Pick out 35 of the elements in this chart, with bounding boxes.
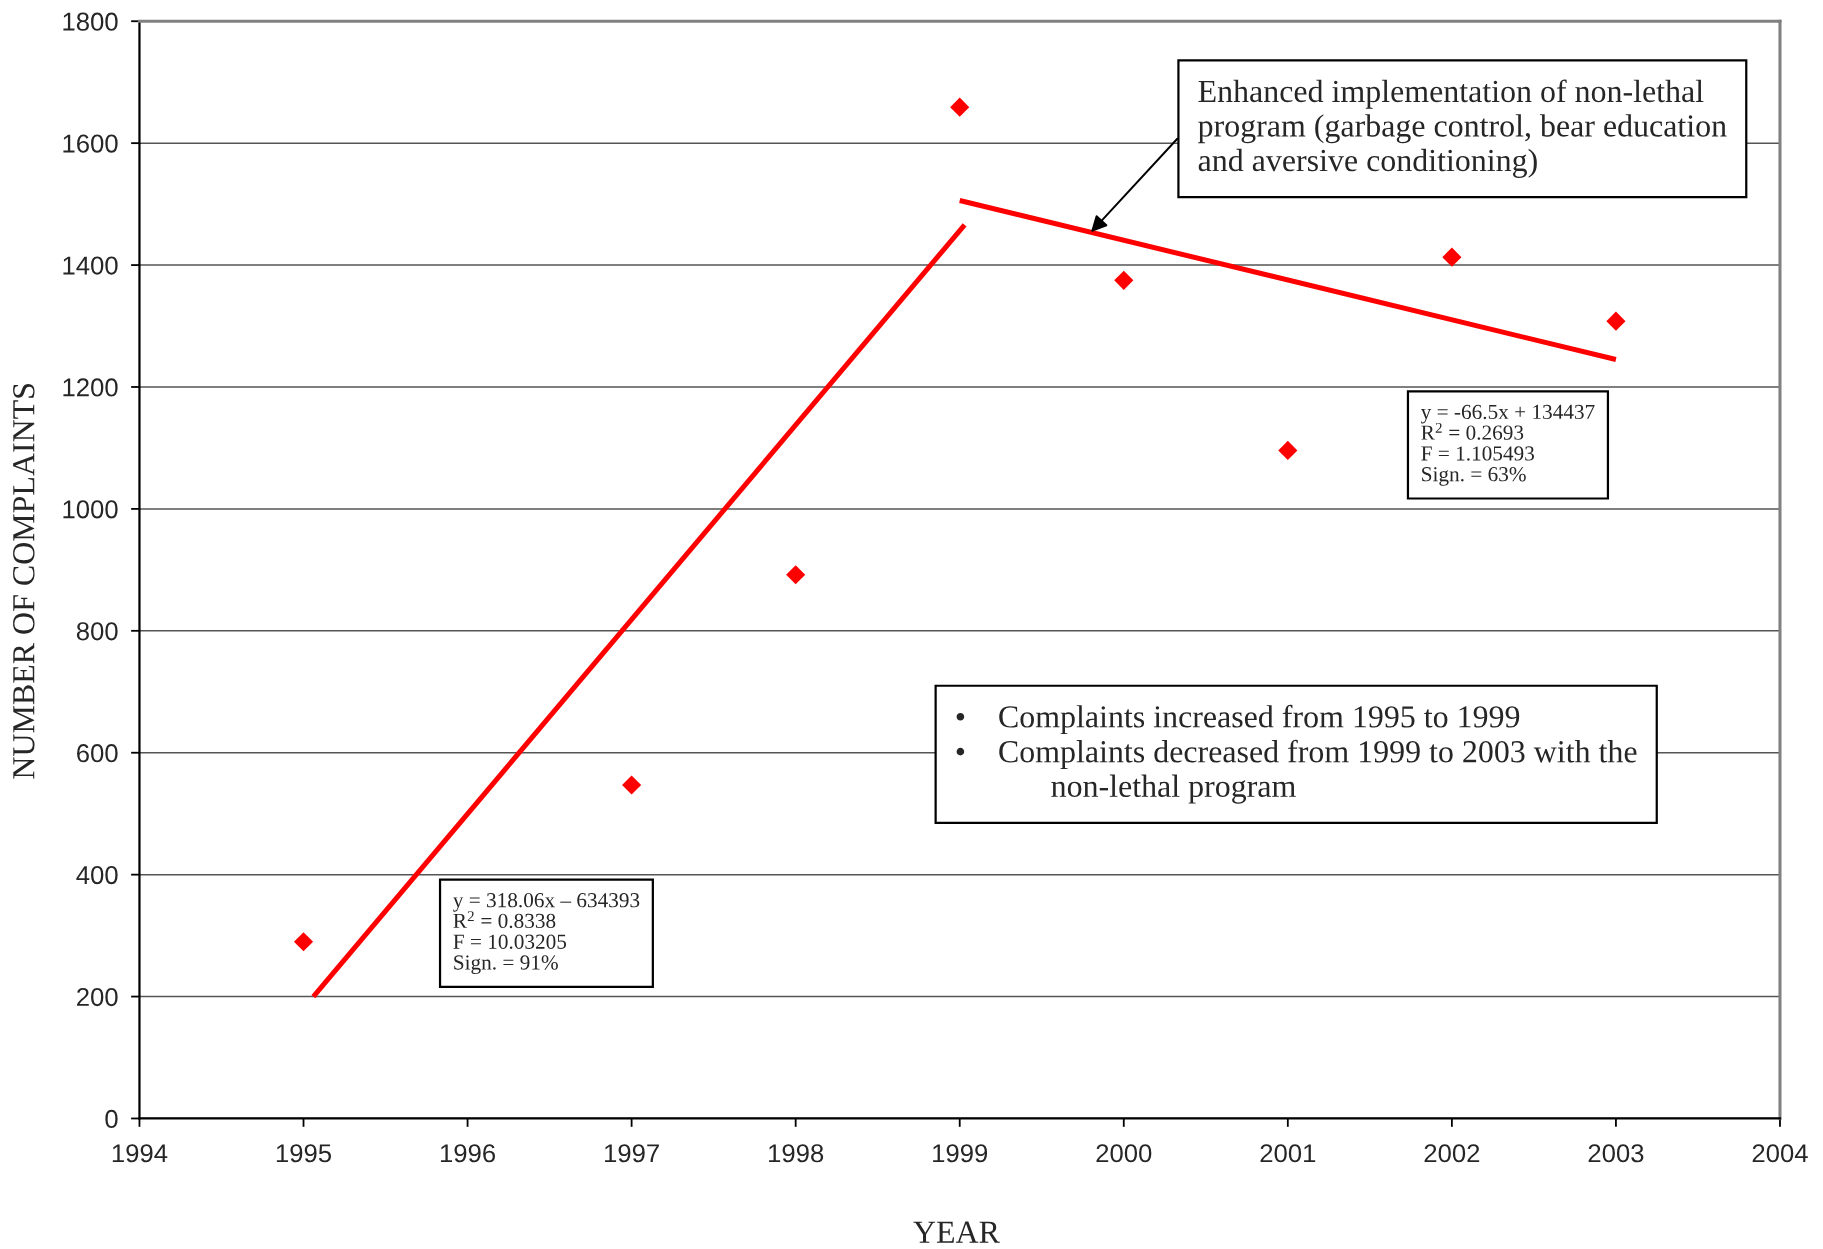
y-tick-label: 1400 [63, 256, 118, 275]
point [1442, 247, 1462, 267]
y-axis-title: NUMBER OF COMPLAINTS [13, 384, 35, 779]
y-tick-label: 0 [105, 1109, 118, 1129]
y-tick-label: 600 [77, 744, 118, 763]
point [1606, 311, 1626, 331]
x-tick-label: 2002 [1424, 1144, 1480, 1163]
y-tick-label: 400 [76, 866, 118, 885]
x-tick-label: 2004 [1752, 1144, 1808, 1163]
annotation: • Complaints increased from 1995 to 1999 • Complaints decreased from 1999 to 2003 with the non-lethal program [956, 704, 1637, 804]
point [786, 565, 806, 585]
y-tick-label: 1800 [63, 12, 118, 31]
point [1278, 440, 1298, 460]
y-tick-label: 200 [77, 987, 118, 1007]
y-tick-label: 800 [76, 622, 118, 641]
x-tick-label: 1997 [605, 1144, 659, 1163]
x-tick-label: 1999 [933, 1144, 988, 1163]
y-tick-label: 1000 [63, 500, 118, 519]
point [622, 775, 642, 795]
x-tick-label: 1996 [440, 1144, 496, 1163]
point [950, 97, 970, 117]
y-tick-label: 1600 [63, 134, 118, 153]
x-tick-label: 1995 [276, 1144, 332, 1163]
x-tick-label: 2003 [1588, 1144, 1644, 1163]
point [293, 932, 314, 952]
y-tick-label: 1200 [63, 378, 118, 397]
x-tick-label: 2001 [1260, 1144, 1316, 1163]
annotation: y = 318.06x – 634393 R$^{2}$ = 0.8338 F = 10.03205 Sign. = 91% [453, 893, 640, 975]
x-tick-label: 1998 [769, 1144, 824, 1163]
x-tick-label: 1994 [112, 1144, 168, 1163]
x-tick-label: 2000 [1096, 1144, 1152, 1163]
annotation: y = -66.5x + 134437 R$^{2}$ = 0.2693 F = 1.105493 Sign. = 63% [1420, 404, 1595, 486]
x-axis-title: YEAR [913, 1221, 1000, 1243]
annotation: Enhanced implementation of non-lethal program (garbage control, bear education and aversive conditioning) [1198, 79, 1727, 178]
point [1114, 270, 1134, 290]
